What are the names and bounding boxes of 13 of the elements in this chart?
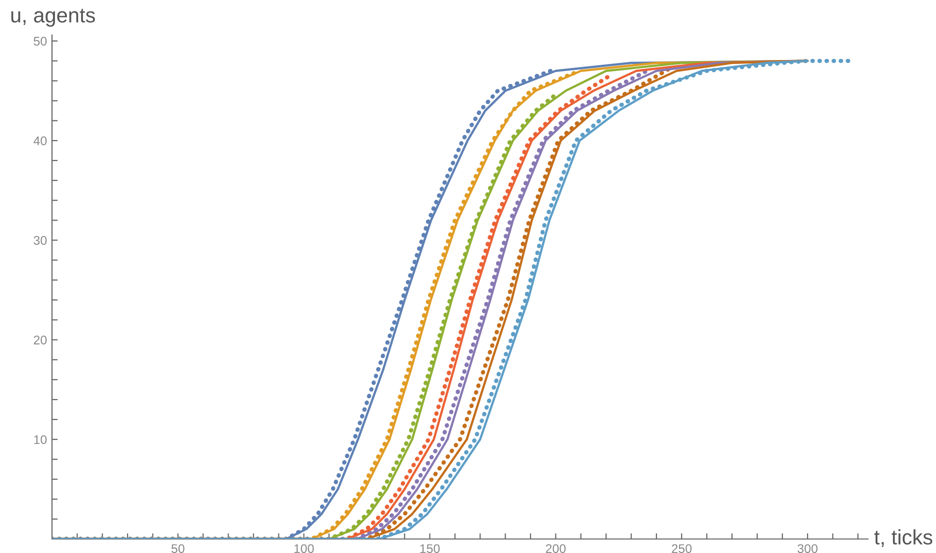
y-tick-label: 50 [34,36,47,46]
y-axis-title: u, agents [11,8,95,27]
x-tick-label: 250 [672,544,692,553]
x-tick-label: 50 [171,544,184,553]
x-tick-label: 200 [546,544,566,553]
x-tick-label: 150 [420,544,440,553]
x-tick-label: 300 [798,544,818,553]
y-tick-label: 30 [34,236,47,245]
x-tick-label: 100 [294,544,314,553]
y-tick-label: 40 [34,136,47,146]
y-tick-label: 20 [34,336,47,344]
x-axis-title: t, ticks [874,529,932,548]
y-tick-label: 10 [34,435,47,444]
